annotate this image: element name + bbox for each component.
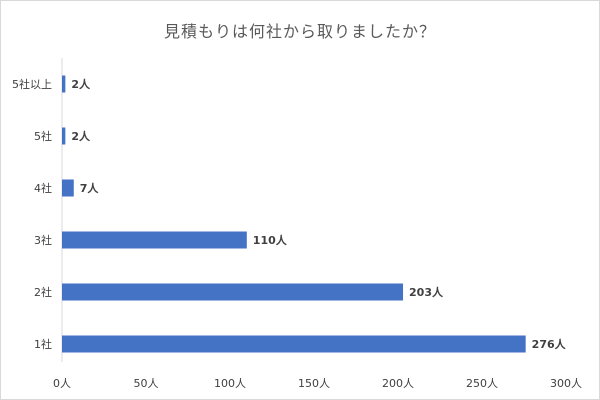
bar xyxy=(62,127,66,145)
bar xyxy=(62,179,74,197)
category-tick-label: 5社 xyxy=(34,129,52,143)
x-tick-label: 200人 xyxy=(382,377,414,390)
category-tick-label: 1社 xyxy=(34,337,52,351)
category-tick-label: 4社 xyxy=(34,181,52,195)
x-tick-label: 0人 xyxy=(53,377,71,390)
bar xyxy=(62,75,66,93)
bar xyxy=(62,231,247,249)
chart-title: 見積もりは何社から取りましたか？ xyxy=(163,22,436,41)
category-tick-label: 3社 xyxy=(34,233,52,247)
category-tick-label: 5社以上 xyxy=(12,77,52,91)
x-tick-label: 50人 xyxy=(134,377,159,390)
x-tick-label: 300人 xyxy=(550,377,582,390)
bar xyxy=(62,335,526,353)
x-tick-label: 150人 xyxy=(298,377,330,390)
data-label: 2人 xyxy=(71,129,91,143)
data-label: 203人 xyxy=(409,285,444,299)
data-label: 7人 xyxy=(80,181,100,195)
data-label: 2人 xyxy=(71,77,91,91)
x-tick-label: 250人 xyxy=(466,377,498,390)
data-label: 110人 xyxy=(253,233,288,247)
x-tick-label: 100人 xyxy=(214,377,246,390)
data-label: 276人 xyxy=(532,337,567,351)
bar xyxy=(62,283,404,301)
category-tick-label: 2社 xyxy=(34,285,52,299)
